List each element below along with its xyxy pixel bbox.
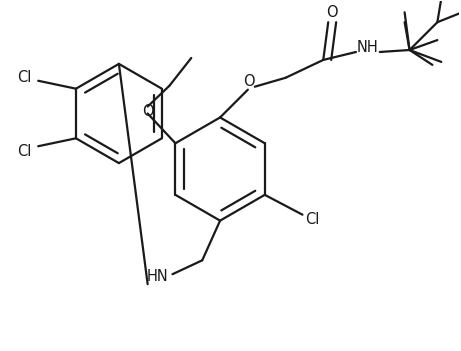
Text: Cl: Cl [17, 144, 31, 159]
Text: Cl: Cl [305, 212, 319, 227]
Text: O: O [326, 5, 338, 20]
Text: Cl: Cl [17, 70, 31, 85]
Text: O: O [142, 104, 154, 119]
Text: HN: HN [147, 269, 168, 284]
Text: NH: NH [357, 40, 379, 54]
Text: O: O [243, 74, 254, 89]
